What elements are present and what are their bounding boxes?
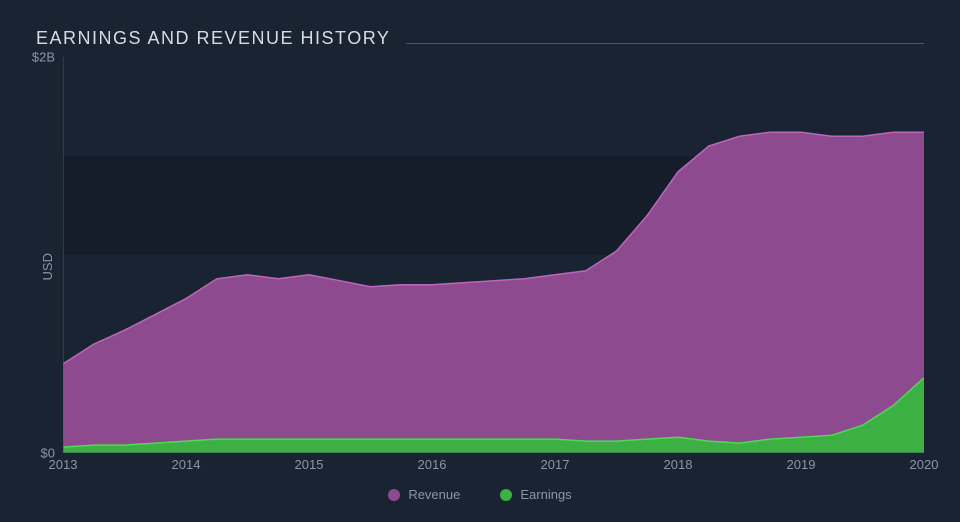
- title-divider: [406, 43, 924, 44]
- legend-label: Earnings: [520, 487, 571, 502]
- legend-swatch: [500, 489, 512, 501]
- x-tick-label: 2017: [541, 457, 570, 472]
- legend-item-revenue: Revenue: [388, 487, 460, 502]
- legend-item-earnings: Earnings: [500, 487, 571, 502]
- legend: Revenue Earnings: [36, 487, 924, 502]
- x-tick-label: 2020: [910, 457, 939, 472]
- y-axis-label: USD: [36, 253, 55, 280]
- y-tick-label: $2B: [32, 50, 63, 65]
- x-tick-label: 2016: [418, 457, 447, 472]
- legend-label: Revenue: [408, 487, 460, 502]
- chart-title: EARNINGS AND REVENUE HISTORY: [36, 28, 390, 49]
- x-axis: 20132014201520162017201820192020: [63, 453, 924, 477]
- title-row: EARNINGS AND REVENUE HISTORY: [36, 28, 924, 49]
- x-tick-label: 2019: [787, 457, 816, 472]
- x-tick-label: 2013: [49, 457, 78, 472]
- legend-swatch: [388, 489, 400, 501]
- x-tick-label: 2015: [295, 457, 324, 472]
- x-tick-label: 2018: [664, 457, 693, 472]
- x-tick-label: 2014: [172, 457, 201, 472]
- chart-container: EARNINGS AND REVENUE HISTORY USD $0$2B 2…: [0, 0, 960, 522]
- plot-area: $0$2B: [63, 57, 924, 453]
- chart-body: USD $0$2B 201320142015201620172018201920…: [36, 57, 924, 477]
- plot-column: $0$2B 20132014201520162017201820192020: [55, 57, 924, 477]
- chart-svg: [63, 57, 924, 453]
